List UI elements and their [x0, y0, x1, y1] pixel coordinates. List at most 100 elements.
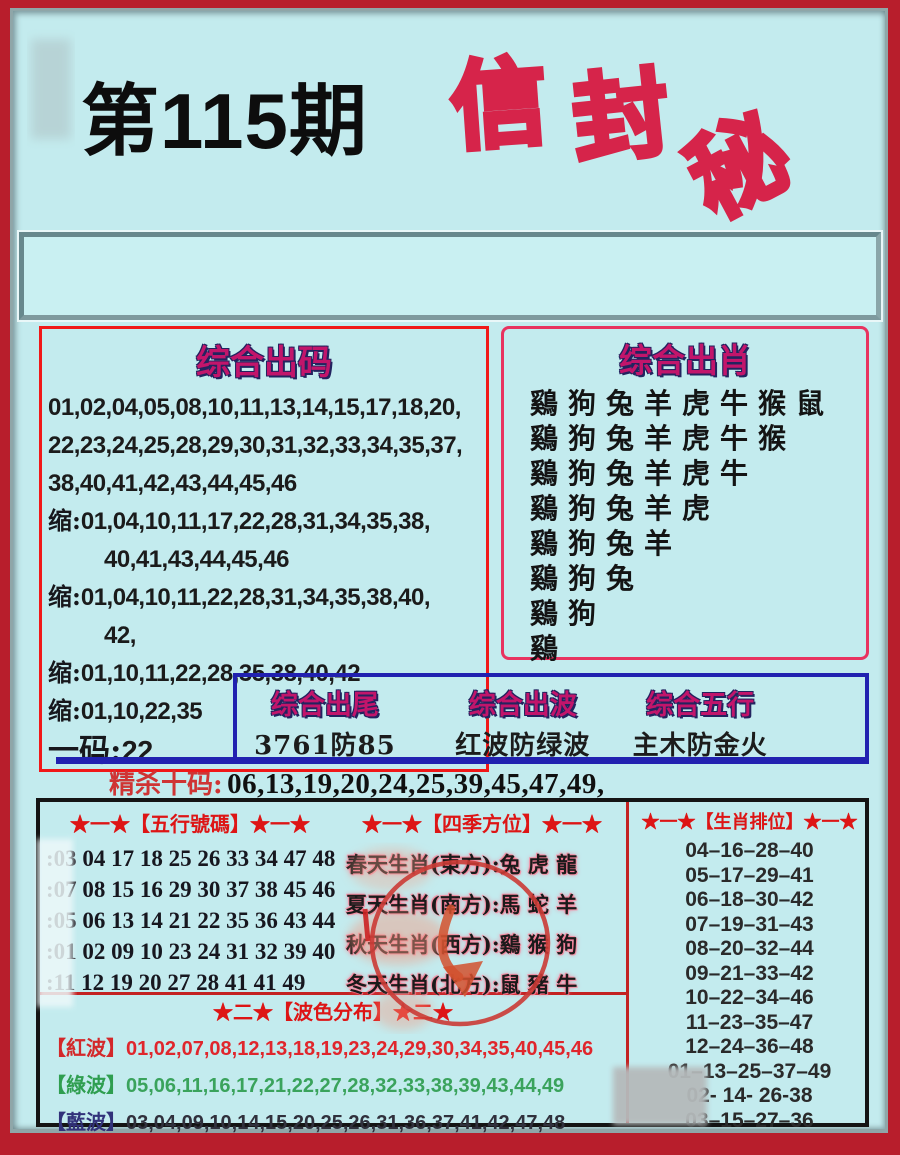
zodiac-row: 鷄狗兔羊虎牛猴鼠 — [530, 387, 835, 420]
combined-numbers-lines: 01,02,04,05,08,10,11,13,14,15,17,18,20, … — [42, 388, 486, 770]
line-numbers: 01,04,10,11,17,22,28,31,34,35,38, — [80, 508, 431, 535]
summary-column-title: 综合出波 — [468, 690, 577, 721]
summary-box: 综合出尾 3761防85 综合出波 红波防绿波 综合五行 主木防金火 — [233, 673, 869, 761]
bottom-grid-box: ★一★【五行號碼】★一★ :03 04 17 18 25 26 33 34 47… — [36, 798, 869, 1134]
line-prefix: 缩: — [48, 506, 81, 535]
summary-column: 综合五行 主木防金火 — [633, 677, 768, 761]
number-line: 22,23,24,25,28,29,30,31,32,33,34,35,37, — [42, 426, 486, 464]
summary-column: 综合出波 红波防绿波 — [413, 677, 633, 761]
fancy-title-char-1: 信 — [445, 42, 554, 166]
zodiac-ranking-row: 03–15–27–36 — [685, 1108, 814, 1132]
killed-ten-codes: 精杀十码: 06,13,19,20,24,25,39,45,47,49, — [109, 764, 605, 801]
zodiac-ranking-row: 07–19–31–43 — [685, 912, 814, 936]
zodiac-ranking-header: ★一★【生肖排位】★一★ — [641, 812, 858, 833]
summary-column-value: 主木防金火 — [632, 731, 768, 761]
killed-ten-codes-numbers: 06,13,19,20,24,25,39,45,47,49, — [227, 768, 605, 800]
fancy-title-char-2: 封 — [565, 53, 677, 180]
line-numbers: 40,41,43,44,45,46 — [104, 546, 290, 573]
four-seasons-rows: 春天生肖(東方):兔 虎 龍夏天生肖(南方):馬 蛇 羊秋天生肖(西方):鷄 猴… — [340, 845, 624, 1005]
zodiac-ranking-row: 12–24–36–48 — [685, 1035, 814, 1058]
killed-ten-codes-label: 精杀十码: — [109, 770, 223, 800]
wave-color-row: 【藍波】03,04,09,10,14,15,20,25,26,31,36,37,… — [46, 1105, 624, 1142]
wave-color-header: ★二★【波色分布】★二★ — [213, 1000, 453, 1024]
four-seasons-header: ★一★【四季方位】★一★ — [362, 812, 602, 836]
number-line: 01,02,04,05,08,10,11,13,14,15,17,18,20, — [42, 388, 486, 426]
red-horizontal-divider — [40, 992, 626, 995]
line-numbers: 01,02,04,05,08,10,11,13,14,15,17,18,20, — [48, 394, 461, 421]
line-prefix: 缩: — [48, 582, 81, 611]
wave-color-rows: 【紅波】01,02,07,08,12,13,18,19,23,24,29,30,… — [42, 1031, 624, 1142]
wave-color-section: ★二★【波色分布】★二★ 【紅波】01,02,07,08,12,13,18,19… — [42, 996, 624, 1142]
combined-zodiac-box: 综合出肖 鷄狗兔羊虎牛猴鼠 鷄狗兔羊虎牛猴 鷄狗兔羊虎牛 鷄狗兔羊虎 鷄狗兔羊 鷄狗兔 鷄狗… — [501, 326, 869, 665]
zodiac-ranking-row: 08–20–32–44 — [685, 937, 814, 960]
line-numbers: 38,40,41,42,43,44,45,46 — [48, 470, 297, 497]
zodiac-ranking-row: 04–16–28–40 — [685, 839, 814, 862]
zodiac-ranking-row: 10–22–34–46 — [685, 986, 814, 1009]
line-numbers: 22,23,24,25,28,29,30,31,32,33,34,35,37, — [48, 432, 463, 459]
zodiac-ranking-rows: 04–16–28–40 05–17–29–41 06–18–30–42 07–19–3… — [630, 839, 869, 1133]
wave-color-numbers: 03,04,09,10,14,15,20,25,26,31,36,37,41,4… — [126, 1112, 566, 1134]
zodiac-row: 鷄狗 — [530, 597, 607, 630]
four-seasons-row: 秋天生肖(西方):鷄 猴 狗 — [346, 932, 578, 957]
number-line: 42, — [42, 616, 486, 654]
summary-column-title: 综合五行 — [646, 690, 755, 721]
wave-color-numbers: 05,06,11,16,17,21,22,27,28,32,33,38,39,4… — [126, 1075, 565, 1097]
number-line: 38,40,41,42,43,44,45,46 — [42, 464, 486, 502]
line-prefix: 缩: — [48, 658, 81, 687]
zodiac-row: 鷄狗兔羊虎牛 — [530, 457, 759, 490]
five-elements-rows: :03 04 17 18 25 26 33 34 47 48 :07 08 15 … — [42, 843, 338, 998]
wave-color-row: 【紅波】01,02,07,08,12,13,18,19,23,24,29,30,… — [46, 1031, 624, 1068]
number-line: 缩:01,04,10,11,17,22,28,31,34,35,38, — [42, 502, 486, 540]
issue-number: 第115期 — [81, 77, 368, 165]
zodiac-ranking-row: 06–18–30–42 — [685, 888, 814, 911]
five-elements-header: ★一★【五行號碼】★一★ — [70, 812, 310, 836]
wave-color-row: 【綠波】05,06,11,16,17,21,22,27,28,32,33,38,… — [46, 1068, 624, 1105]
five-elements-row: :11 12 19 20 27 28 41 41 49 — [46, 970, 306, 995]
zodiac-ranking-row: 02- 14- 26-38 — [686, 1084, 813, 1107]
number-line: 缩:01,10,22,35 — [42, 692, 486, 730]
five-elements-row: :03 04 17 18 25 26 33 34 47 48 — [46, 846, 336, 871]
empty-result-bar — [19, 232, 881, 320]
zodiac-row: 鷄狗兔羊虎牛猴 — [530, 422, 797, 455]
main-panel: 第115期 信 封 秘 综合出码 01,02,04,05,08,10,11,13… — [13, 11, 885, 1134]
four-seasons-row: 夏天生肖(南方):馬 蛇 羊 — [346, 892, 578, 917]
wave-color-label: 【藍波】 — [46, 1110, 126, 1134]
combined-numbers-box: 综合出码 01,02,04,05,08,10,11,13,14,15,17,18… — [39, 326, 489, 772]
summary-column-value: 3761防85 — [254, 731, 396, 761]
summary-column: 综合出尾 3761防85 — [237, 677, 413, 761]
zodiac-row: 鷄狗兔羊虎 — [530, 492, 721, 525]
gray-streak-topleft — [31, 39, 71, 139]
four-seasons-row: 春天生肖(東方):兔 虎 龍 — [346, 852, 578, 877]
five-elements-row: :07 08 15 16 29 30 37 38 45 46 — [46, 877, 336, 902]
line-numbers: 01,04,10,11,22,28,31,34,35,38,40, — [80, 584, 431, 611]
number-line: 40,41,43,44,45,46 — [42, 540, 486, 578]
five-elements-row: :01 02 09 10 23 24 31 32 39 40 — [46, 939, 336, 964]
zodiac-ranking-row: 09–21–33–42 — [685, 961, 814, 985]
zodiac-row: 鷄 — [530, 632, 569, 665]
four-seasons-section: ★一★【四季方位】★一★ 春天生肖(東方):兔 虎 龍夏天生肖(南方):馬 蛇 … — [340, 808, 624, 1005]
combined-zodiac-title: 综合出肖 — [619, 341, 751, 380]
zodiac-row: 鷄狗兔羊 — [530, 527, 683, 560]
line-numbers: 01,10,22,35 — [80, 698, 203, 725]
five-elements-section: ★一★【五行號碼】★一★ :03 04 17 18 25 26 33 34 47… — [42, 808, 338, 998]
number-line: 缩:01,04,10,11,22,28,31,34,35,38,40, — [42, 578, 486, 616]
zodiac-row: 鷄狗兔 — [530, 562, 645, 595]
summary-column-value: 红波防绿波 — [455, 731, 591, 761]
zodiac-ranking-row: 11–23–35–47 — [685, 1010, 814, 1034]
combined-numbers-title: 综合出码 — [196, 343, 332, 383]
wave-color-label: 【紅波】 — [46, 1036, 126, 1060]
wave-color-numbers: 01,02,07,08,12,13,18,19,23,24,29,30,34,3… — [126, 1038, 594, 1060]
five-elements-row: :05 06 13 14 21 22 35 36 43 44 — [46, 908, 336, 933]
zodiac-ranking-section: ★一★【生肖排位】★一★ 04–16–28–40 05–17–29–41 06–18… — [630, 808, 869, 1133]
line-numbers: 42, — [104, 622, 136, 649]
zodiac-rows: 鷄狗兔羊虎牛猴鼠 鷄狗兔羊虎牛猴 鷄狗兔羊虎牛 鷄狗兔羊虎 鷄狗兔羊 鷄狗兔 鷄狗鷄 — [504, 386, 866, 666]
zodiac-ranking-row: 01–13–25–37–49 — [667, 1059, 832, 1083]
blue-divider-line — [56, 757, 869, 764]
line-prefix: 缩: — [48, 696, 81, 725]
summary-column-title: 综合出尾 — [270, 690, 379, 721]
wave-color-label: 【綠波】 — [46, 1073, 126, 1097]
red-vertical-divider — [626, 802, 629, 1123]
zodiac-ranking-row: 05–17–29–41 — [685, 863, 814, 887]
fancy-title-char-3: 秘 — [667, 92, 810, 242]
